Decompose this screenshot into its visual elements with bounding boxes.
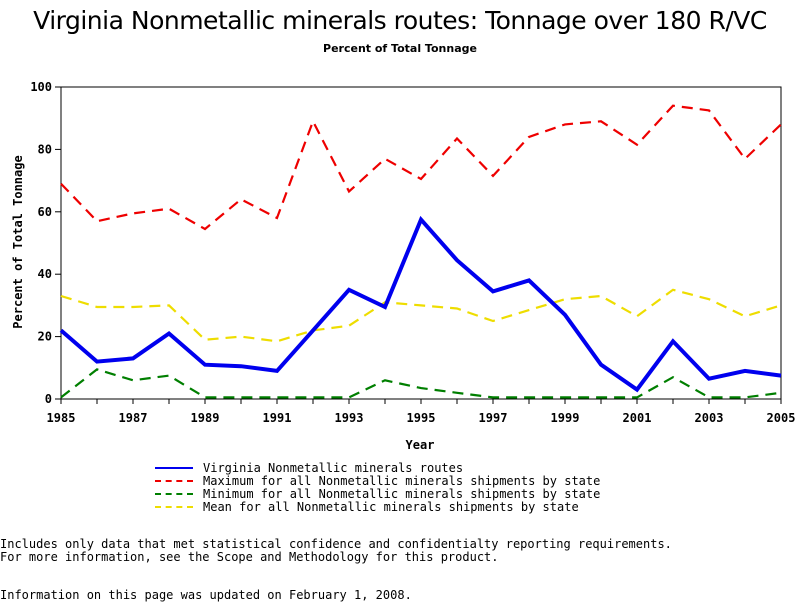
legend-item: Mean for all Nonmetallic minerals shipme… xyxy=(155,499,600,514)
y-tick-label: 100 xyxy=(30,80,52,94)
x-tick-label: 1995 xyxy=(407,411,436,425)
line-chart: 0 20 40 60 80 100 1985 1987 1989 1991 1993 1995 199… xyxy=(11,80,796,452)
x-tick-label: 1985 xyxy=(47,411,76,425)
x-axis-title: Year xyxy=(406,438,435,452)
y-tick-label: 20 xyxy=(38,330,52,344)
x-tick-label: 1991 xyxy=(263,411,292,425)
footnote-methodology: For more information, see the Scope and … xyxy=(0,550,499,564)
legend-label: Virginia Nonmetallic minerals routes xyxy=(203,460,464,475)
series-line-1 xyxy=(60,104,782,231)
series-line-3 xyxy=(60,288,782,343)
x-tick-label: 1999 xyxy=(551,411,580,425)
chart-legend: Virginia Nonmetallic minerals routes Maxi… xyxy=(155,460,601,514)
x-tick-label: 1993 xyxy=(335,411,364,425)
legend-swatch xyxy=(155,479,193,482)
footnote-confidentiality: Includes only data that met statistical … xyxy=(0,537,672,551)
x-tick-label: 2005 xyxy=(767,411,796,425)
legend-label: Minimum for all Nonmetallic minerals shi… xyxy=(203,486,601,501)
legend-swatch xyxy=(155,505,193,508)
series-line-2 xyxy=(60,368,782,399)
chart-subtitle: Percent of Total Tonnage xyxy=(323,42,477,55)
legend-item: Virginia Nonmetallic minerals routes xyxy=(155,460,600,475)
legend-swatch xyxy=(155,466,193,469)
legend-swatch xyxy=(155,492,193,495)
y-tick-label: 80 xyxy=(38,142,52,156)
y-tick-label: 60 xyxy=(38,205,52,219)
legend-item: Maximum for all Nonmetallic minerals shi… xyxy=(155,473,601,488)
y-axis-title: Percent of Total Tonnage xyxy=(11,155,25,328)
series-line-0 xyxy=(59,215,782,393)
y-tick-label: 40 xyxy=(38,267,52,281)
chart-title: Virginia Nonmetallic minerals routes: To… xyxy=(33,6,767,35)
legend-label: Maximum for all Nonmetallic minerals shi… xyxy=(203,473,601,488)
legend-item: Minimum for all Nonmetallic minerals shi… xyxy=(155,486,601,501)
x-tick-label: 2003 xyxy=(695,411,724,425)
x-tick-label: 1989 xyxy=(191,411,220,425)
y-tick-label: 0 xyxy=(45,392,52,406)
legend-label: Mean for all Nonmetallic minerals shipme… xyxy=(203,499,579,514)
x-tick-label: 1997 xyxy=(479,411,508,425)
x-tick-label: 1987 xyxy=(119,411,148,425)
plot-frame xyxy=(60,86,782,400)
x-tick-label: 2001 xyxy=(623,411,652,425)
footnote-updated: Information on this page was updated on … xyxy=(0,588,412,602)
